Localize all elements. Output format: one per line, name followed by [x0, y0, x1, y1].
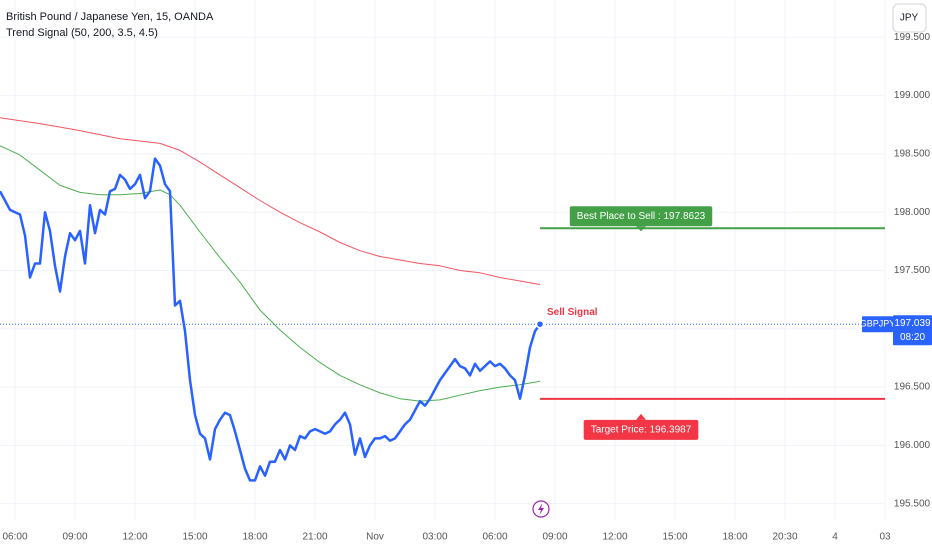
x-tick-label: 09:00 — [542, 532, 567, 543]
level-label-pointer — [636, 226, 646, 232]
price-line — [0, 157, 542, 482]
signal-label: Sell Signal — [547, 307, 598, 318]
x-tick-label: 20:30 — [772, 532, 797, 543]
x-tick-label: 03 — [879, 532, 891, 543]
x-tick-label: 15:00 — [182, 532, 207, 543]
moving-average-line — [0, 145, 541, 402]
y-tick-label: 196.000 — [894, 440, 931, 451]
y-tick-label: 196.500 — [894, 382, 931, 393]
level-label: Target Price: 196.3987 — [583, 413, 699, 440]
y-tick-label: 197.500 — [894, 265, 931, 276]
x-tick-label: 18:00 — [242, 532, 267, 543]
chart-title: British Pound / Japanese Yen, 15, OANDA — [6, 11, 214, 23]
x-tick-label: 06:00 — [2, 532, 27, 543]
y-tick-label: 195.500 — [894, 498, 931, 509]
grid — [0, 0, 886, 520]
symbol-tag-box — [862, 316, 893, 333]
plot — [0, 117, 885, 482]
price-tag-box — [893, 315, 932, 346]
level-label-text: Best Place to Sell : 197.8623 — [577, 211, 706, 222]
x-tick-label: 09:00 — [62, 532, 87, 543]
price-tag: 197.039 — [894, 318, 931, 329]
indicator-label: Trend Signal (50, 200, 3.5, 4.5) — [6, 27, 158, 39]
currency-button-box[interactable] — [892, 3, 927, 33]
alert-icon[interactable] — [532, 500, 550, 518]
currency-button-label[interactable]: JPY — [900, 13, 919, 24]
level-label-box — [583, 419, 699, 440]
level-label-text: Target Price: 196.3987 — [591, 425, 692, 436]
alert-icon-bolt[interactable] — [538, 503, 544, 515]
x-tick-label: 21:00 — [302, 532, 327, 543]
x-tick-label: 06:00 — [482, 532, 507, 543]
y-tick-label: 199.000 — [894, 90, 931, 101]
x-tick-label: 12:00 — [122, 532, 147, 543]
x-tick-label: 18:00 — [722, 532, 747, 543]
level-label-box — [569, 206, 713, 227]
countdown-tag: 08:20 — [900, 332, 925, 343]
currency-button[interactable]: JPY — [892, 3, 927, 33]
x-tick-label: Nov — [366, 532, 384, 543]
x-tick-label: 12:00 — [602, 532, 627, 543]
level-label: Best Place to Sell : 197.8623 — [569, 206, 713, 232]
x-tick-label: 4 — [832, 532, 838, 543]
last-point — [535, 319, 545, 329]
y-tick-label: 198.500 — [894, 149, 931, 160]
overlay: 195.500196.000196.500197.000197.500198.0… — [2, 32, 932, 543]
x-tick-label: 15:00 — [662, 532, 687, 543]
y-tick-label: 198.000 — [894, 207, 931, 218]
x-tick-label: 03:00 — [422, 532, 447, 543]
moving-average-line — [0, 117, 541, 285]
level-label-pointer — [636, 413, 646, 420]
y-tick-label: 199.500 — [894, 32, 931, 43]
symbol-tag: GBPJPY — [860, 319, 896, 329]
